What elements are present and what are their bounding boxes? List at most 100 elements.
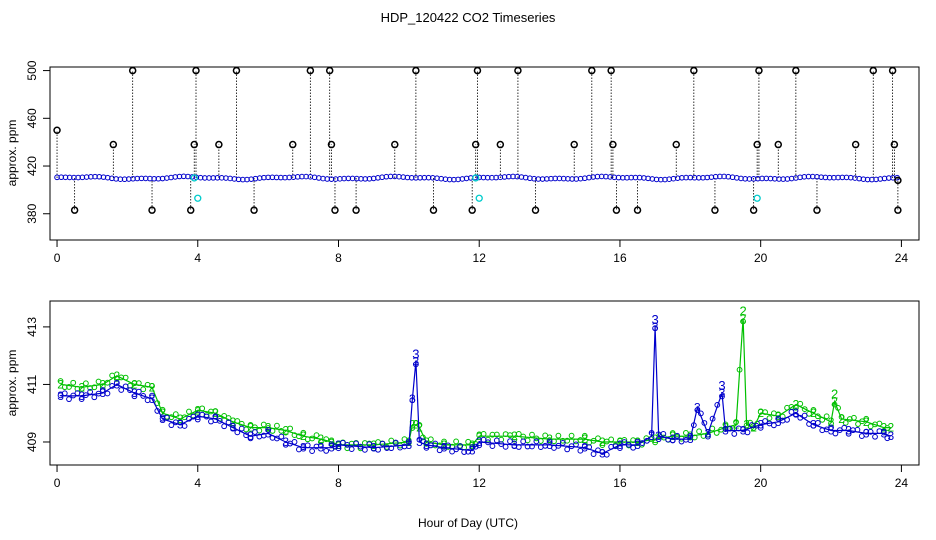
series-2-point <box>274 422 280 429</box>
series-2-marker: 2 <box>212 406 219 420</box>
series-3-marker: 3 <box>413 354 420 368</box>
x-axis-title: Hour of Day (UTC) <box>418 516 518 530</box>
spike-point <box>888 66 897 75</box>
series-2-point <box>135 380 142 387</box>
series-3-marker: 3 <box>409 392 416 406</box>
series-2-marker: 2 <box>370 438 377 452</box>
series-3-point <box>719 393 725 400</box>
series-3-point <box>621 439 628 445</box>
series-2-point <box>603 438 610 445</box>
series-3-point <box>762 418 768 424</box>
series-3-point <box>265 427 272 433</box>
series-2-point <box>313 432 320 439</box>
series-2-marker: 2 <box>476 429 483 443</box>
series-3-point <box>74 390 81 397</box>
peak-label: 3 <box>718 378 725 393</box>
spike-point <box>109 140 118 149</box>
peak-label: 2 <box>739 303 746 318</box>
spike-point <box>531 206 540 214</box>
series-3-point <box>194 416 201 423</box>
series-3-point <box>836 427 843 434</box>
spike-point <box>232 66 241 75</box>
series-3-point <box>841 424 848 431</box>
spike-point <box>813 206 821 214</box>
series-2-point <box>427 436 434 443</box>
series-2-point <box>247 421 254 428</box>
series-3-marker: 3 <box>335 438 342 452</box>
series-2-point <box>814 413 821 420</box>
spike-point <box>471 140 480 149</box>
series-2-marker: 2 <box>78 380 85 394</box>
series-3-point <box>318 442 324 449</box>
series-3-point <box>91 394 98 401</box>
series-3-point <box>502 443 509 450</box>
series-3-marker: 3 <box>194 409 201 423</box>
series-3-point <box>788 409 795 415</box>
series-3-point <box>140 393 147 399</box>
series-3-point <box>357 443 364 450</box>
top-data-marks <box>53 66 902 214</box>
spike-point <box>749 206 758 214</box>
series-3-point <box>480 436 487 443</box>
series-2-point <box>851 414 857 421</box>
series-2-point <box>78 385 85 392</box>
series-2-marker: 2 <box>880 421 887 435</box>
series-3-point <box>832 430 839 437</box>
series-3-point <box>542 442 549 449</box>
series-3-point <box>674 432 681 439</box>
spike-point <box>148 206 156 214</box>
series-3-point <box>260 432 267 439</box>
series-2-marker: 2 <box>409 418 416 432</box>
cyan-point <box>194 194 202 202</box>
series-2-point <box>766 415 773 421</box>
series-2-marker: 2 <box>757 406 764 420</box>
series-3-point <box>238 425 245 432</box>
series-2-marker: 2 <box>599 435 606 449</box>
series-2-marker: 2 <box>828 415 835 429</box>
series-2-point <box>61 384 68 391</box>
series-3-point <box>617 445 623 451</box>
series-2-point <box>296 433 302 440</box>
series-3-point <box>144 397 151 404</box>
series-3-point <box>353 440 359 447</box>
series-3-point <box>652 325 659 332</box>
series-2-marker: 2 <box>888 421 895 435</box>
series-3-marker: 3 <box>265 426 272 440</box>
series-2-point <box>762 409 768 416</box>
series-3-marker: 3 <box>880 426 887 440</box>
series-2-marker: 2 <box>416 421 423 435</box>
series-2-point <box>287 425 294 432</box>
series-3-marker: 3 <box>370 441 377 455</box>
series-3-marker: 3 <box>131 386 138 400</box>
series-3-point <box>757 424 764 431</box>
top-y-tick-label: 460 <box>25 108 39 128</box>
series-3-marker: 3 <box>247 429 254 443</box>
series-3-marker: 3 <box>159 412 166 426</box>
series-2-marker: 2 <box>159 406 166 420</box>
series-3-point <box>705 433 711 440</box>
series-3-point <box>520 438 527 445</box>
series-2-point <box>234 418 241 424</box>
series-2-marker: 2 <box>99 377 106 391</box>
spike-point <box>306 66 315 75</box>
series-3-point <box>99 387 106 393</box>
series-3-point <box>731 431 738 437</box>
series-3-point <box>515 444 522 450</box>
series-3-point <box>551 445 557 451</box>
series-3-point <box>630 444 637 451</box>
series-3-point <box>409 397 416 404</box>
series-3-marker: 3 <box>722 423 729 437</box>
series-3-point <box>388 445 395 452</box>
series-3-point <box>335 445 342 452</box>
spike-point <box>690 66 698 75</box>
series-3-point <box>770 422 777 429</box>
peak-label: 2 <box>831 387 838 402</box>
series-3-point <box>412 361 419 368</box>
series-2-point <box>300 429 307 436</box>
spike-point <box>186 206 195 214</box>
series-3-point <box>828 424 834 431</box>
series-3-point <box>573 441 579 448</box>
series-3-marker: 3 <box>775 415 782 429</box>
series-2-point <box>835 404 841 411</box>
series-3-point <box>586 444 593 451</box>
